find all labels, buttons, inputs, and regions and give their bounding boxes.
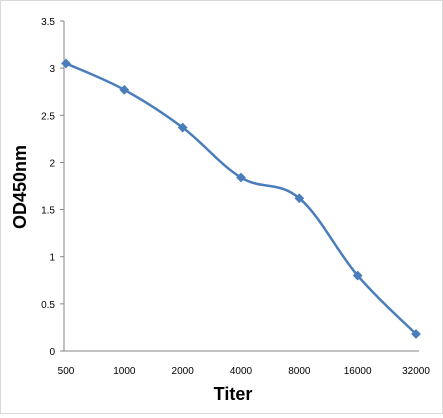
data-point-marker [61,58,71,69]
y-tick-label: 0.5 [41,300,55,311]
x-tick-label: 16000 [344,366,372,377]
x-axis-title: Titer [214,384,253,404]
x-tick-label: 500 [58,366,75,377]
x-tick-label: 4000 [230,366,253,377]
x-tick-label: 8000 [288,366,311,377]
data-point-marker [119,84,130,95]
series-line [65,62,417,335]
x-tick-label: 1000 [113,366,136,377]
x-tick-label: 2000 [172,366,195,377]
y-tick-label: 2.5 [41,111,55,122]
marker-group [61,58,421,339]
data-point-marker [236,172,246,183]
y-tick-label: 2 [49,158,55,169]
y-tick-label: 3 [49,64,55,75]
x-tick-label: 32000 [402,366,430,377]
axes [63,21,419,352]
y-tick-group: 0 0.5 1 1.5 2 2.5 3 3.5 [41,17,64,358]
y-tick-label: 1 [49,253,55,264]
data-point-marker [294,193,305,204]
data-point-marker [177,122,188,133]
y-tick-label: 0 [49,347,55,358]
data-point-marker [352,270,363,281]
y-tick-label: 3.5 [41,17,55,28]
y-tick-label: 1.5 [41,206,55,217]
data-point-marker [411,329,421,339]
y-axis-title: OD450nm [10,145,30,229]
x-tick-group: 500 1000 2000 4000 8000 16000 32000 [58,366,431,377]
